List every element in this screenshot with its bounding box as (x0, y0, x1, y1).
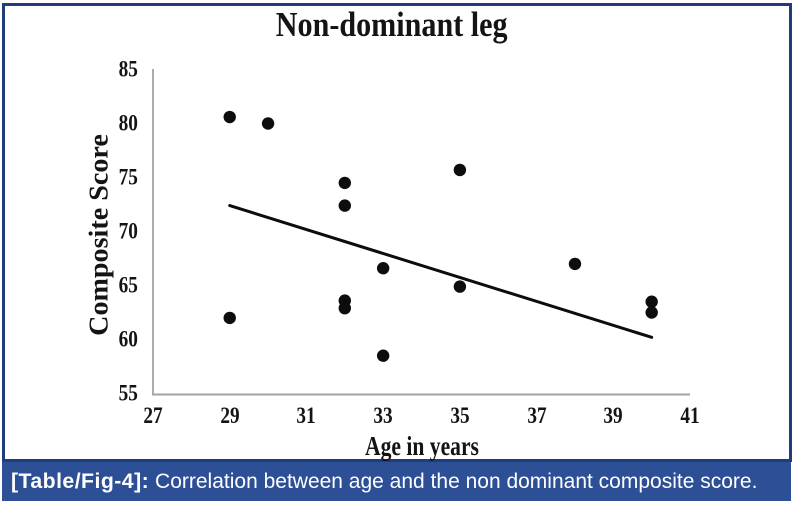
x-tick-label: 37 (526, 402, 547, 429)
y-tick-label: 85 (118, 56, 138, 82)
data-point (645, 295, 658, 308)
data-point (261, 117, 275, 130)
x-axis-title-text: Age in years (364, 430, 479, 461)
chart-title-text: Non-dominant leg (276, 5, 508, 44)
caption-text: Correlation between age and the non domi… (155, 470, 757, 493)
y-tick-label: 55 (118, 380, 138, 406)
trendline (228, 204, 654, 339)
data-point (338, 301, 351, 315)
data-point (223, 311, 236, 325)
data-point (376, 262, 390, 275)
figure-border-box: Non-dominant leg Composite Score Age in … (2, 3, 792, 462)
data-point (376, 349, 390, 362)
data-point (453, 163, 467, 177)
chart-title: Non-dominant leg (0, 5, 787, 45)
y-tick-label: 75 (118, 164, 138, 190)
caption-figure-label: [Table/Fig-4]: (11, 469, 150, 493)
data-point (568, 257, 582, 271)
data-point (645, 306, 658, 319)
y-tick-label: 80 (118, 110, 138, 136)
y-tick-label: 70 (118, 218, 138, 244)
data-point (338, 199, 351, 212)
caption-bar: [Table/Fig-4]: Correlation between age a… (2, 462, 791, 501)
x-tick-label: 41 (680, 402, 700, 429)
data-point (453, 280, 467, 293)
data-point (223, 110, 236, 124)
x-tick-label: 27 (143, 402, 163, 429)
x-tick-label: 31 (296, 402, 317, 429)
x-tick-label: 29 (220, 402, 240, 429)
x-tick-label: 39 (603, 402, 623, 429)
y-tick-label: 60 (118, 326, 138, 352)
y-tick-label: 65 (118, 272, 138, 298)
data-point (338, 176, 351, 190)
x-tick-label: 33 (373, 402, 393, 429)
x-tick-label: 35 (450, 402, 470, 429)
caption-text-body: Correlation between age and the non domi… (155, 470, 758, 493)
